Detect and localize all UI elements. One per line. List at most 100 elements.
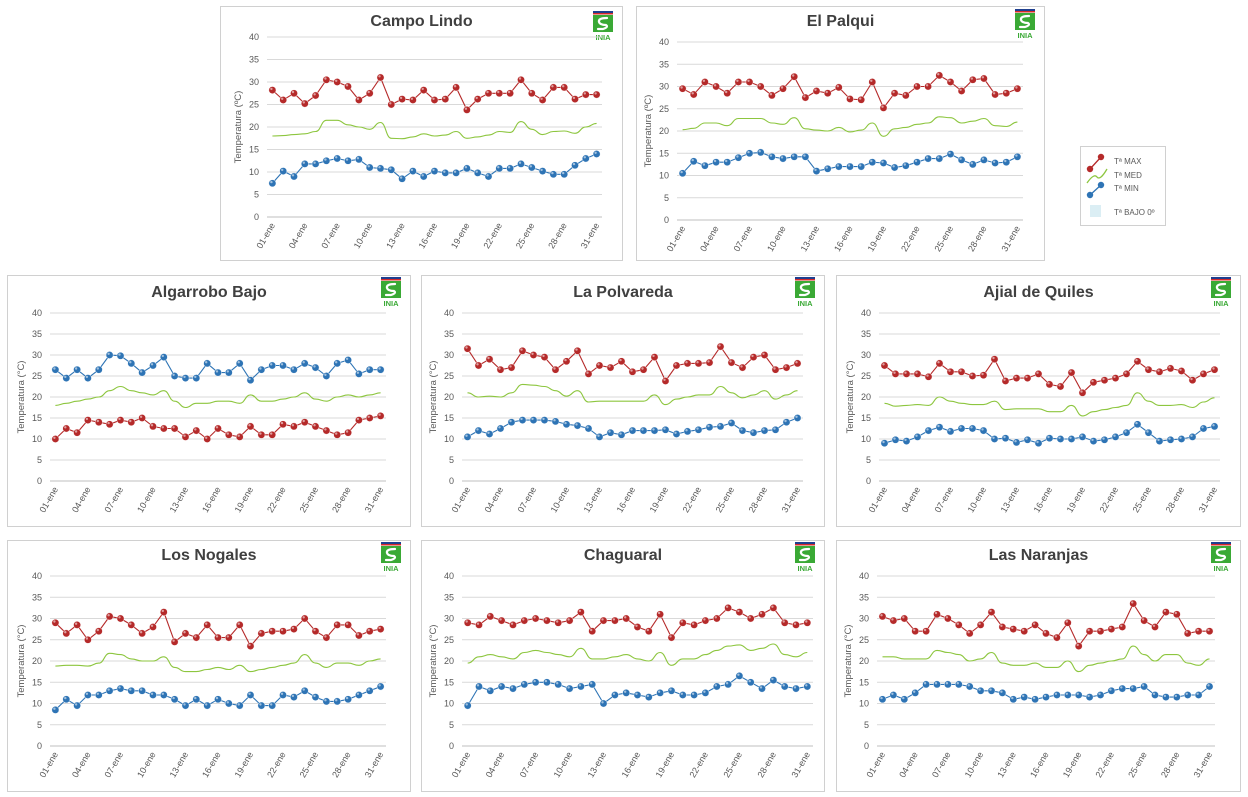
y-tick-label: 35 [32, 592, 42, 602]
data-point-t-max [509, 621, 517, 629]
data-point-highlight [978, 688, 981, 691]
data-point-highlight [1087, 694, 1090, 698]
data-point-t-max [1172, 610, 1181, 619]
data-point-t-max [976, 621, 985, 629]
data-point-highlight [74, 367, 78, 370]
data-point-highlight [499, 618, 502, 621]
data-point-highlight [773, 367, 776, 370]
y-tick-label: 25 [861, 371, 871, 381]
data-point-t-min [507, 418, 516, 426]
data-point-t-max [95, 627, 103, 635]
data-point-highlight [1190, 377, 1193, 381]
data-point-t-min [170, 695, 179, 704]
data-point-highlight [870, 79, 873, 83]
data-point-t-min [127, 686, 136, 695]
data-point-t-max [1045, 380, 1054, 389]
data-point-t-max [879, 104, 888, 112]
legend-max-label: Tª MAX [1114, 157, 1142, 166]
data-point-highlight [410, 168, 414, 172]
data-point-highlight [836, 85, 839, 88]
data-point-t-min [701, 689, 710, 697]
data-point-highlight [793, 622, 797, 625]
data-point-highlight [725, 605, 729, 608]
data-point-highlight [53, 367, 56, 370]
y-tick-label: 15 [861, 413, 871, 423]
data-point-t-max [1067, 368, 1076, 377]
data-point-t-min [689, 157, 698, 166]
data-point-t-min [268, 701, 277, 710]
data-point-t-max [924, 82, 932, 91]
data-point-highlight [280, 363, 284, 366]
legend-svg: Tª MAX Tª MED Tª MIN Tª BAJO 0º [1086, 153, 1155, 217]
svg-text:INIA: INIA [1214, 299, 1230, 308]
data-point-t-min [463, 701, 472, 710]
data-point-t-min [976, 686, 985, 695]
data-point-t-max [1012, 374, 1021, 382]
data-point-t-min [463, 164, 471, 173]
data-point-highlight [1179, 436, 1182, 439]
data-point-highlight [356, 157, 360, 160]
x-tick-label: 28-ene [330, 750, 353, 779]
data-point-highlight [1152, 624, 1156, 627]
data-point-t-max [170, 638, 179, 646]
data-point-highlight [64, 696, 67, 700]
data-point-t-min [779, 154, 787, 163]
data-point-highlight [1168, 437, 1171, 440]
data-point-highlight [324, 77, 327, 80]
data-point-highlight [1196, 628, 1199, 632]
data-point-highlight [324, 158, 327, 161]
chart-panel-los-nogales: Los Nogales INIA 0 5 10 15 20 25 30 35 40 Temperatu… [7, 540, 411, 792]
data-point-highlight [792, 74, 795, 77]
data-point-t-max [846, 95, 854, 103]
data-point-highlight [891, 692, 894, 695]
data-point-t-min [279, 691, 287, 699]
data-point-highlight [836, 164, 839, 167]
x-tick-label: 10-ene [765, 224, 788, 253]
y-tick-label: 30 [249, 77, 259, 87]
data-point-t-max [507, 363, 516, 372]
x-tick-label: 13-ene [999, 485, 1022, 514]
data-point-highlight [421, 87, 424, 91]
data-point-highlight [498, 367, 501, 370]
svg-text:INIA: INIA [596, 33, 612, 42]
data-point-highlight [522, 618, 525, 621]
data-point-t-min [116, 684, 125, 693]
data-point-t-min [879, 159, 888, 167]
data-point-highlight [859, 97, 862, 100]
data-point-highlight [194, 635, 197, 638]
data-point-highlight [646, 694, 649, 698]
data-point-t-min [955, 680, 963, 689]
data-point-highlight [1091, 438, 1094, 442]
data-point-highlight [270, 180, 273, 184]
data-point-t-max [1078, 389, 1087, 397]
data-point-t-max [756, 82, 765, 91]
data-point-highlight [903, 93, 906, 96]
data-point-t-min [540, 416, 549, 424]
data-point-highlight [540, 168, 543, 172]
data-point-highlight [612, 618, 616, 621]
data-point-highlight [970, 77, 973, 80]
data-point-t-max [1210, 365, 1219, 374]
data-point-t-max [683, 359, 692, 368]
data-point-t-max [506, 89, 514, 98]
data-point-highlight [880, 614, 883, 617]
data-point-highlight [53, 707, 56, 710]
data-point-t-max [771, 365, 780, 374]
data-point-t-max [475, 621, 483, 629]
data-point-highlight [945, 682, 949, 685]
data-point-t-min [551, 417, 560, 426]
data-point-highlight [1152, 692, 1156, 695]
data-point-highlight [226, 701, 229, 704]
data-point-t-min [51, 365, 60, 374]
data-point-t-max [300, 614, 309, 623]
y-tick-label: 15 [444, 677, 454, 687]
y-tick-label: 0 [37, 476, 42, 486]
data-point-t-max [868, 78, 877, 86]
data-point-t-max [473, 95, 482, 103]
data-point-highlight [1102, 377, 1105, 381]
data-point-highlight [792, 154, 795, 157]
data-point-highlight [324, 635, 327, 638]
data-point-t-max [933, 610, 941, 619]
data-point-highlight [529, 165, 532, 168]
data-point-t-min [611, 691, 619, 699]
